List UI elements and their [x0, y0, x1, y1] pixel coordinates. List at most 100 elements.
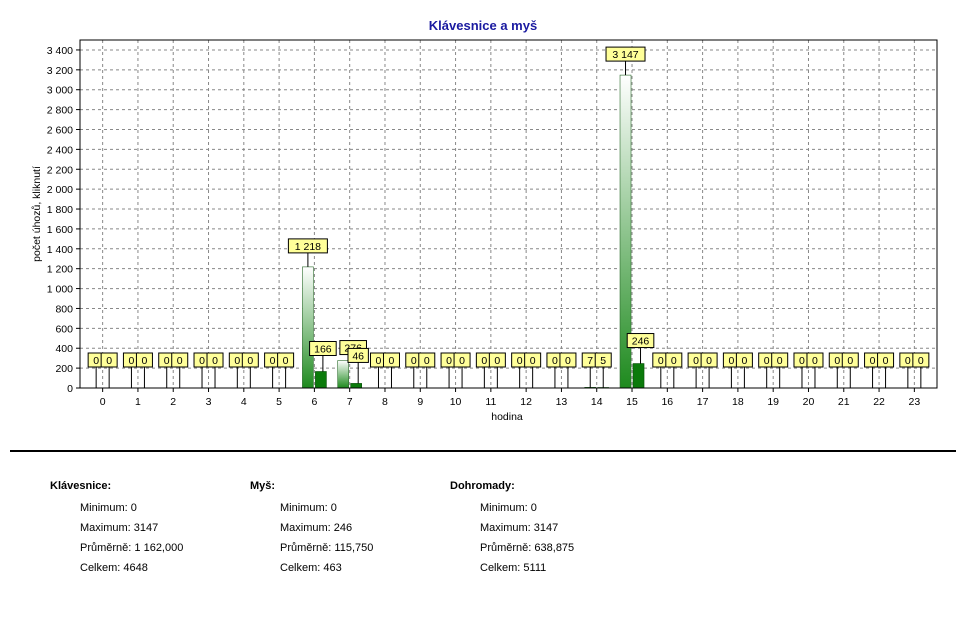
mouse-data-label-box — [700, 352, 718, 368]
combined-max: Maximum: 3147 — [480, 522, 559, 534]
mouse-data-label: 0 — [177, 355, 183, 367]
keyboard-data-label: 0 — [728, 355, 734, 367]
combined-stats: Dohromady: Minimum: 0 Maximum: 3147 Prům… — [450, 480, 574, 578]
keyboard-data-label: 0 — [870, 355, 876, 367]
x-tick-label: 12 — [520, 396, 532, 408]
keyboard-data-label-box — [287, 238, 328, 254]
combined-stats-heading: Dohromady: — [450, 480, 515, 492]
y-tick-label: 3 200 — [47, 65, 73, 77]
x-axis-title: hodina — [491, 411, 523, 423]
x-tick-label: 7 — [347, 396, 353, 408]
keyboard-data-label: 1 218 — [295, 241, 321, 253]
mouse-bar — [632, 363, 645, 389]
mouse-data-label-box — [100, 352, 118, 368]
mouse-data-label: 0 — [847, 355, 853, 367]
y-tick-label: 600 — [55, 323, 73, 335]
y-tick-label: 2 800 — [47, 105, 73, 117]
y-tick-label: 1 600 — [47, 224, 73, 236]
y-tick-label: 800 — [55, 303, 73, 315]
mouse-stats-heading: Myš: — [250, 480, 276, 492]
mouse-data-label: 0 — [671, 355, 677, 367]
keyboard-data-label: 0 — [481, 355, 487, 367]
x-tick-label: 23 — [909, 396, 921, 408]
keyboard-data-label: 0 — [411, 355, 417, 367]
x-tick-label: 1 — [135, 396, 141, 408]
keyboard-data-label: 3 147 — [612, 49, 638, 61]
x-tick-label: 15 — [626, 396, 638, 408]
x-tick-label: 20 — [803, 396, 815, 408]
keyboard-data-label: 0 — [693, 355, 699, 367]
mouse-data-label: 0 — [106, 355, 112, 367]
mouse-data-label-box — [488, 352, 506, 368]
mouse-data-label-box — [665, 352, 683, 368]
mouse-data-label: 0 — [777, 355, 783, 367]
x-tick-label: 11 — [485, 396, 496, 408]
y-axis-title: počet úhozů, kliknutí — [31, 166, 43, 262]
mouse-avg: Průměrně: 115,750 — [280, 542, 374, 554]
keyboard-data-label: 0 — [270, 355, 276, 367]
mouse-data-label: 0 — [812, 355, 818, 367]
keyboard-data-label: 0 — [905, 355, 911, 367]
mouse-data-label-box — [241, 352, 259, 368]
mouse-min: Minimum: 0 — [280, 502, 337, 514]
mouse-data-label: 0 — [494, 355, 500, 367]
mouse-data-label-box — [771, 352, 789, 368]
x-tick-label: 6 — [311, 396, 317, 408]
x-tick-label: 10 — [450, 396, 462, 408]
keyboard-data-label: 0 — [446, 355, 452, 367]
keyboard-avg: Průměrně: 1 162,000 — [80, 542, 184, 554]
mouse-data-label: 0 — [424, 355, 430, 367]
mouse-data-label: 0 — [706, 355, 712, 367]
y-tick-label: 3 000 — [47, 85, 73, 97]
x-tick-label: 16 — [661, 396, 673, 408]
y-tick-label: 2 000 — [47, 184, 73, 196]
keyboard-data-label: 0 — [93, 355, 99, 367]
x-tick-label: 14 — [591, 396, 603, 408]
y-tick-label: 2 600 — [47, 124, 73, 136]
keyboard-total: Celkem: 4648 — [80, 562, 148, 574]
x-tick-label: 18 — [732, 396, 744, 408]
mouse-data-label-box — [453, 352, 471, 368]
mouse-bar — [315, 371, 327, 389]
mouse-data-label: 0 — [741, 355, 747, 367]
plot-border — [79, 39, 938, 389]
x-tick-label: 17 — [697, 396, 709, 408]
mouse-data-label-box — [912, 352, 930, 368]
mouse-data-label-box — [524, 352, 542, 368]
mouse-data-label: 0 — [459, 355, 465, 367]
mouse-data-label: 0 — [247, 355, 253, 367]
x-tick-label: 21 — [838, 396, 850, 408]
mouse-data-label-box — [735, 352, 753, 368]
x-tick-label: 5 — [276, 396, 282, 408]
keyboard-data-label: 0 — [164, 355, 170, 367]
mouse-data-label: 0 — [530, 355, 536, 367]
mouse-data-label: 0 — [142, 355, 148, 367]
keyboard-data-label: 0 — [552, 355, 558, 367]
keyboard-data-label-box — [605, 46, 646, 62]
mouse-data-label-box — [418, 352, 436, 368]
keyboard-data-label: 0 — [799, 355, 805, 367]
y-tick-label: 200 — [55, 363, 73, 375]
mouse-data-label-box — [277, 352, 295, 368]
mouse-data-label-box — [806, 352, 824, 368]
mouse-total: Celkem: 463 — [280, 562, 342, 574]
keyboard-data-label: 0 — [764, 355, 770, 367]
y-tick-label: 0 — [67, 383, 73, 395]
keyboard-data-label: 0 — [517, 355, 523, 367]
y-tick-label: 1 000 — [47, 284, 73, 296]
y-tick-label: 400 — [55, 343, 73, 355]
mouse-data-label-box — [841, 352, 859, 368]
mouse-data-label-box — [135, 352, 153, 368]
keyboard-data-label: 0 — [658, 355, 664, 367]
combined-min: Minimum: 0 — [480, 502, 537, 514]
keyboard-bar — [302, 266, 314, 389]
mouse-bar — [350, 383, 362, 389]
mouse-data-label: 0 — [283, 355, 289, 367]
keyboard-data-label: 7 — [587, 355, 593, 367]
mouse-data-label: 166 — [314, 343, 332, 355]
x-tick-label: 3 — [206, 396, 212, 408]
mouse-data-label-box — [559, 352, 577, 368]
chart-title: Klávesnice a myš — [429, 18, 537, 33]
